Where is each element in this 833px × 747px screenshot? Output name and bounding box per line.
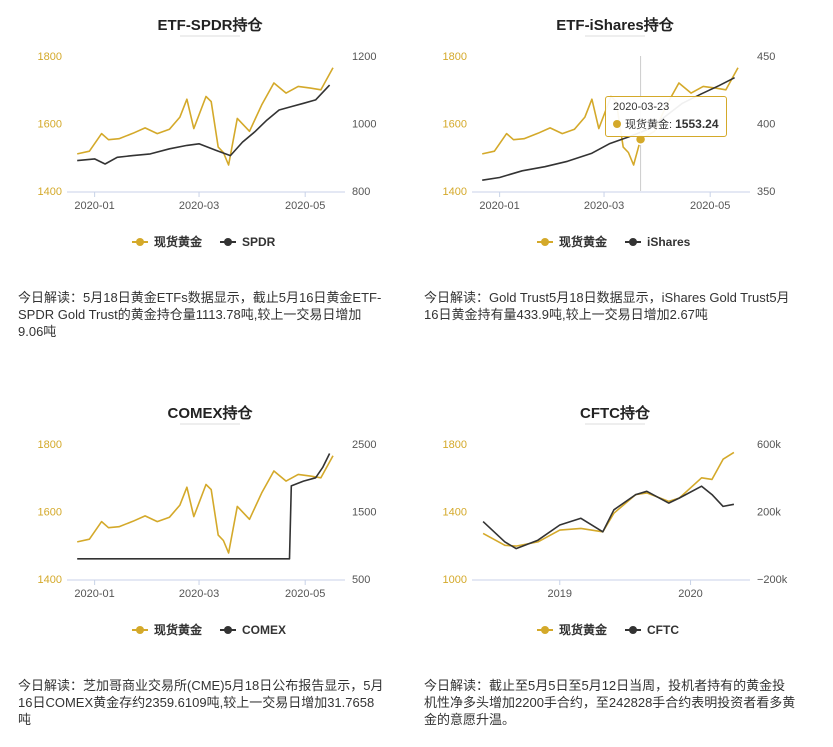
y-left-tick-label: 1400 <box>443 186 467 198</box>
y-left-tick-label: 1800 <box>443 51 467 63</box>
y-right-tick-label: −200k <box>757 574 788 586</box>
legend-gold-label: 现货黄金 <box>154 234 203 249</box>
y-left-tick-label: 1800 <box>38 439 62 451</box>
x-tick-label: 2020-03 <box>584 200 624 212</box>
y-right-tick-label: 200k <box>757 507 781 519</box>
series-line-holdings <box>77 453 331 560</box>
tooltip-value: 1553.24 <box>675 117 719 131</box>
series-line-gold <box>77 67 334 166</box>
series-line-holdings <box>482 485 735 550</box>
y-left-tick-label: 1600 <box>443 119 467 131</box>
series-line-gold <box>482 451 735 547</box>
legend-gold-label: 现货黄金 <box>559 234 608 249</box>
series-line-holdings <box>482 76 735 181</box>
legend-holdings-marker <box>224 626 232 634</box>
y-left-tick-label: 1600 <box>38 507 62 519</box>
legend-gold-marker <box>136 626 144 634</box>
y-left-tick-label: 1800 <box>443 439 467 451</box>
chart-comex: COMEX持仓 1800 1600 1400 2500 1500 500 2020-01 202… <box>38 404 377 637</box>
note-spdr: 今日解读：5月18日黄金ETFs数据显示，截止5月16日黄金ETF-SPDR G… <box>18 290 382 339</box>
y-right-tick-label: 450 <box>757 51 775 63</box>
chart-panel-ishares: ETF-iShares持仓 1800 1600 1400 450 400 350 2020-0… <box>415 8 815 258</box>
tooltip-date: 2020-03-23 <box>613 101 670 113</box>
legend-gold-label: 现货黄金 <box>559 622 608 637</box>
x-tick-label: 2019 <box>548 588 572 600</box>
y-right-tick-label: 2500 <box>352 439 376 451</box>
y-right-tick-label: 400 <box>757 119 775 131</box>
series-line-holdings <box>77 84 331 165</box>
tooltip-label: 现货黄金: <box>625 119 673 131</box>
y-right-tick-label: 350 <box>757 186 775 198</box>
chart-title: ETF-SPDR持仓 <box>157 16 263 34</box>
x-tick-label: 2020-05 <box>285 588 325 600</box>
tooltip-dot-icon <box>613 120 621 128</box>
y-left-tick-label: 1400 <box>38 186 62 198</box>
legend-holdings-label: CFTC <box>647 623 679 637</box>
chart-panel-comex: COMEX持仓 1800 1600 1400 2500 1500 500 2020-01 202… <box>10 396 410 646</box>
legend-holdings-marker <box>224 238 232 246</box>
y-right-tick-label: 1200 <box>352 51 376 63</box>
y-left-tick-label: 1000 <box>443 574 467 586</box>
chart-spdr: ETF-SPDR持仓 1800 1600 1400 1200 1000 800 2020-01… <box>38 16 377 249</box>
chart-panel-cftc: CFTC持仓 1800 1400 1000 600k 200k −200k 2019 2020 现… <box>415 396 815 646</box>
y-right-tick-label: 800 <box>352 186 370 198</box>
x-tick-label: 2020-05 <box>285 200 325 212</box>
x-tick-label: 2020-01 <box>74 588 114 600</box>
legend-gold-label: 现货黄金 <box>154 622 203 637</box>
y-left-tick-label: 1400 <box>38 574 62 586</box>
y-right-tick-label: 600k <box>757 439 781 451</box>
y-left-tick-label: 1600 <box>38 119 62 131</box>
legend-holdings-label: iShares <box>647 235 691 249</box>
legend-gold-marker <box>136 238 144 246</box>
y-left-tick-label: 1800 <box>38 51 62 63</box>
legend-holdings-marker <box>629 238 637 246</box>
y-right-tick-label: 1000 <box>352 119 376 131</box>
x-tick-label: 2020-03 <box>179 200 219 212</box>
note-cftc: 今日解读：截止至5月5日至5月12日当周，投机者持有的黄金投机性净多头增加220… <box>424 678 796 727</box>
legend-holdings-label: SPDR <box>242 235 276 249</box>
chart-ishares: ETF-iShares持仓 1800 1600 1400 450 400 350 2020-0… <box>443 16 776 249</box>
legend-gold-marker <box>541 626 549 634</box>
series-line-gold <box>77 455 334 554</box>
x-tick-label: 2020-03 <box>179 588 219 600</box>
x-tick-label: 2020-01 <box>74 200 114 212</box>
chart-panel-spdr: ETF-SPDR持仓 1800 1600 1400 1200 1000 800 2020-01… <box>10 8 410 258</box>
chart-cftc: CFTC持仓 1800 1400 1000 600k 200k −200k 2019 2020 现… <box>443 404 788 637</box>
note-comex: 今日解读：芝加哥商业交易所(CME)5月18日公布报告显示，5月16日COMEX… <box>18 678 384 727</box>
legend-holdings-marker <box>629 626 637 634</box>
y-right-tick-label: 1500 <box>352 507 376 519</box>
y-left-tick-label: 1400 <box>443 507 467 519</box>
x-tick-label: 2020 <box>678 588 702 600</box>
x-tick-label: 2020-01 <box>479 200 519 212</box>
chart-title: ETF-iShares持仓 <box>556 16 675 34</box>
chart-title: CFTC持仓 <box>580 404 651 422</box>
legend-holdings-label: COMEX <box>242 623 286 637</box>
chart-tooltip: 2020-03-23 现货黄金: 1553.24 <box>605 96 727 137</box>
y-right-tick-label: 500 <box>352 574 370 586</box>
x-tick-label: 2020-05 <box>690 200 730 212</box>
note-ishares: 今日解读：Gold Trust5月18日数据显示，iShares Gold Tr… <box>424 290 790 322</box>
legend-gold-marker <box>541 238 549 246</box>
chart-title: COMEX持仓 <box>167 404 253 422</box>
